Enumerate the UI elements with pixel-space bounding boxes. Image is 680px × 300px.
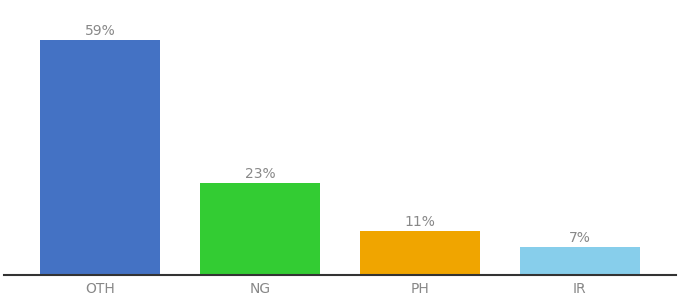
Text: 59%: 59%	[85, 24, 116, 38]
Text: 23%: 23%	[245, 167, 275, 181]
Bar	[40, 40, 160, 275]
Bar	[360, 231, 480, 275]
Bar	[200, 183, 320, 275]
Bar	[520, 247, 640, 275]
Text: 11%: 11%	[405, 215, 435, 229]
Text: 7%: 7%	[569, 231, 591, 245]
